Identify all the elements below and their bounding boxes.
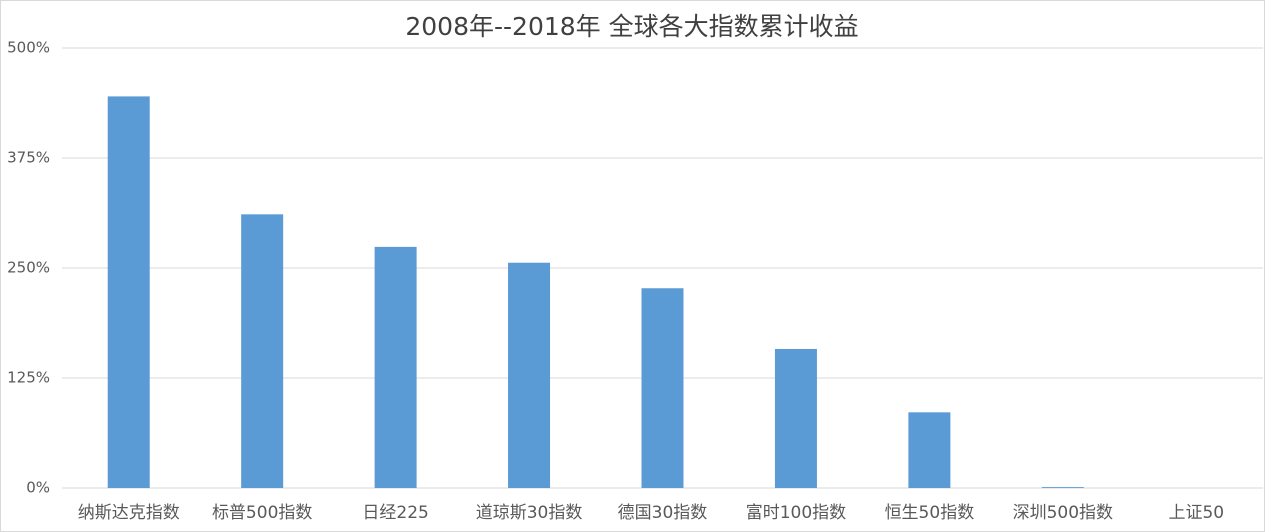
x-tick-label: 富时100指数 [746, 503, 846, 523]
chart-title: 2008年--2018年 全球各大指数累计收益 [405, 12, 858, 41]
bar [241, 214, 284, 488]
y-tick-label: 500% [7, 39, 50, 57]
bar [107, 96, 150, 489]
x-tick-label: 上证50 [1168, 503, 1224, 523]
y-tick-label: 250% [7, 259, 50, 277]
bar [908, 412, 951, 488]
x-tick-label: 标普500指数 [212, 503, 312, 523]
bar [641, 288, 684, 488]
y-tick-label: 375% [7, 149, 50, 167]
bar [374, 246, 417, 488]
y-tick-label: 0% [26, 479, 50, 497]
x-tick-label: 日经225 [362, 503, 428, 523]
x-tick-label: 德国30指数 [618, 503, 708, 523]
x-tick-label: 恒生50指数 [885, 503, 975, 523]
bar [774, 348, 817, 488]
y-tick-label: 125% [7, 369, 50, 387]
bar [1041, 487, 1084, 488]
x-tick-label: 纳斯达克指数 [78, 503, 180, 523]
bar [508, 262, 551, 488]
x-tick-label: 深圳500指数 [1013, 503, 1113, 523]
x-tick-label: 道琼斯30指数 [476, 503, 583, 523]
